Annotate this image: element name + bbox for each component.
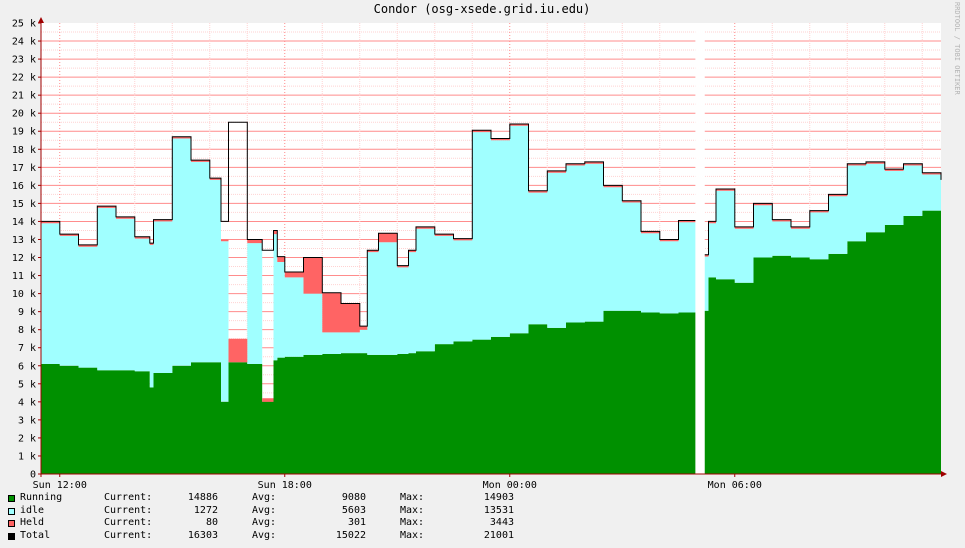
y-tick-label: 13 k <box>12 235 36 246</box>
legend-current-value: 1272 <box>193 504 218 516</box>
y-axis-arrow <box>38 17 44 23</box>
y-tick-label: 11 k <box>12 271 36 282</box>
y-tick-label: 21 k <box>12 91 36 102</box>
y-tick-label: 25 k <box>12 19 36 30</box>
legend-avg-label: Avg: <box>252 517 277 529</box>
legend-current-label: Current: <box>104 517 153 529</box>
x-tick-label: Sun 18:00 <box>258 480 312 491</box>
legend-current-label: Current: <box>104 504 153 516</box>
legend-max-label: Max: <box>400 530 425 542</box>
legend-spacer <box>218 492 252 505</box>
legend-swatch-held <box>8 520 15 528</box>
x-tick-label: Sun 12:00 <box>33 480 87 491</box>
y-tick-labels: 0 1 k 2 k 3 k 4 k 5 k 6 k 7 k 8 k 9 k 10 k 11 k 12 k… <box>12 19 41 481</box>
legend-max-label: Max: <box>400 492 425 503</box>
legend-current-label: Current: <box>104 492 153 503</box>
legend-spacer <box>218 517 252 530</box>
x-tick-labels: Sun 12:00 Sun 18:00 Mon 00:00 Mon 06:00 <box>33 474 762 491</box>
legend-avg-label: Avg: <box>252 492 277 503</box>
y-tick-label: 23 k <box>12 55 36 66</box>
legend-current-label: Current: <box>104 530 153 542</box>
y-tick-label: 3 k <box>18 415 36 426</box>
legend-name: Held <box>20 517 45 529</box>
rrdtool-watermark: RRDTOOL / TOBI OETIKER <box>953 2 961 96</box>
legend-max-value: 14903 <box>483 492 514 503</box>
legend-avg-label: Avg: <box>252 504 277 516</box>
line-total <box>41 121 942 327</box>
legend-swatch-total <box>8 532 15 540</box>
y-tick-label: 8 k <box>18 325 36 336</box>
legend-spacer <box>218 530 252 543</box>
y-tick-label: 20 k <box>12 109 36 120</box>
y-tick-label: 2 k <box>18 433 36 444</box>
legend-max-label: Max: <box>400 504 425 516</box>
y-tick-label: 7 k <box>18 343 36 354</box>
legend-row-running: Running Current: 14886 Avg: 9080 Max: 14903 <box>8 492 514 505</box>
legend-spacer <box>218 505 252 518</box>
legend-name: Total <box>20 530 51 542</box>
legend-swatch-idle <box>8 507 15 515</box>
y-tick-label: 4 k <box>18 397 36 408</box>
no-data-gap <box>695 23 705 474</box>
legend-name: Running <box>20 492 63 503</box>
y-tick-label: 9 k <box>18 307 36 318</box>
x-axis-arrow <box>941 471 947 477</box>
legend-spacer <box>366 492 400 505</box>
y-tick-label: 16 k <box>12 181 36 192</box>
y-tick-label: 15 k <box>12 199 36 210</box>
y-tick-label: 22 k <box>12 73 36 84</box>
legend-current-value: 80 <box>205 517 218 529</box>
legend-spacer <box>366 517 400 530</box>
y-tick-label: 5 k <box>18 379 36 390</box>
legend-current-value: 16303 <box>187 530 218 542</box>
legend-max-value: 3443 <box>489 517 514 529</box>
legend-current-value: 14886 <box>187 492 218 503</box>
legend-avg-value: 5603 <box>341 504 366 516</box>
y-tick-label: 10 k <box>12 289 36 300</box>
x-tick-label: Mon 00:00 <box>483 480 537 491</box>
y-tick-label: 12 k <box>12 253 36 264</box>
x-tick-label: Mon 06:00 <box>708 480 762 491</box>
y-tick-label: 17 k <box>12 163 36 174</box>
y-tick-label: 0 <box>30 470 36 481</box>
legend-name: idle <box>20 504 45 516</box>
y-tick-label: 24 k <box>12 37 36 48</box>
legend-row-held: Held Current: 80 Avg: 301 Max: 3443 <box>8 517 514 530</box>
legend-spacer <box>366 505 400 518</box>
legend-max-label: Max: <box>400 517 425 529</box>
y-tick-label: 18 k <box>12 145 36 156</box>
y-tick-label: 14 k <box>12 217 36 228</box>
stacked-areas <box>41 23 942 474</box>
legend-max-value: 21001 <box>483 530 514 542</box>
legend-row-idle: idle Current: 1272 Avg: 5603 Max: 13531 <box>8 505 514 518</box>
y-tick-label: 6 k <box>18 361 36 372</box>
legend-avg-value: 301 <box>347 517 366 529</box>
y-tick-label: 19 k <box>12 127 36 138</box>
legend-row-total: Total Current: 16303 Avg: 15022 Max: 21001 <box>8 530 514 543</box>
legend: Running Current: 14886 Avg: 9080 Max: 14903 i… <box>8 492 514 543</box>
legend-avg-value: 15022 <box>335 530 366 542</box>
chart-title: Condor (osg-xsede.grid.iu.edu) <box>374 2 591 16</box>
legend-avg-label: Avg: <box>252 530 277 542</box>
legend-swatch-running <box>8 494 15 502</box>
legend-avg-value: 9080 <box>341 492 366 503</box>
legend-max-value: 13531 <box>483 504 514 516</box>
y-tick-label: 1 k <box>18 451 36 462</box>
legend-spacer <box>366 530 400 543</box>
